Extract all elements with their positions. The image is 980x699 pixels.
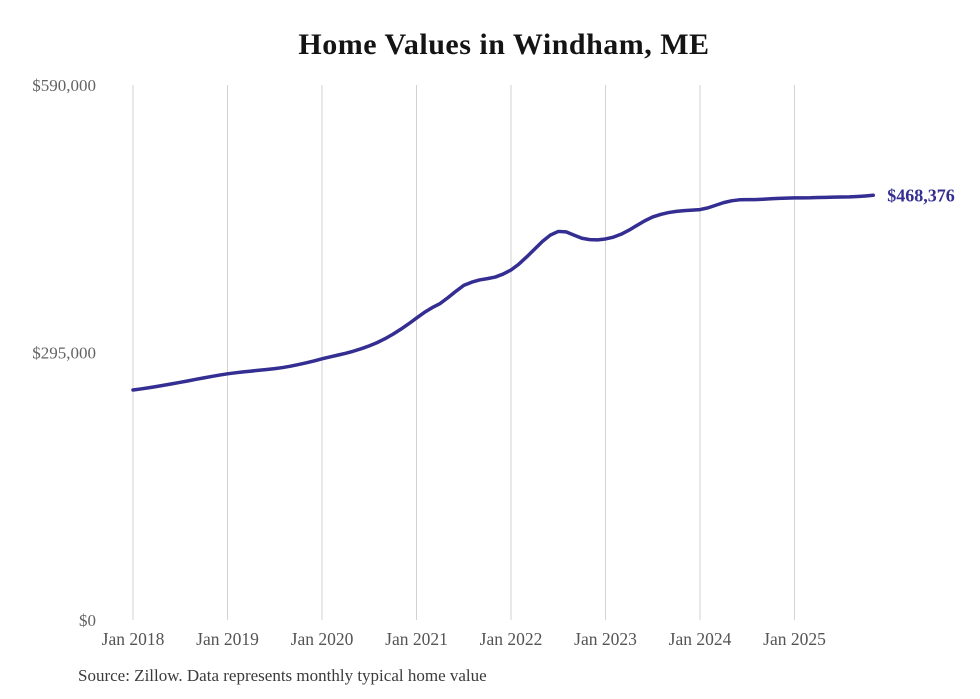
x-axis-tick-label: Jan 2020 — [291, 629, 354, 649]
x-axis-tick-label: Jan 2021 — [385, 629, 448, 649]
y-axis-tick-label: $590,000 — [32, 76, 96, 95]
latest-value-label: $468,376 — [887, 185, 955, 205]
y-axis-tick-label: $0 — [79, 611, 96, 630]
x-axis-tick-label: Jan 2023 — [574, 629, 637, 649]
y-axis-tick-label: $295,000 — [32, 344, 96, 363]
x-axis-tick-label: Jan 2019 — [196, 629, 259, 649]
chart-title: Home Values in Windham, ME — [298, 28, 710, 61]
source-note: Source: Zillow. Data represents monthly … — [78, 666, 487, 685]
x-axis-tick-label: Jan 2022 — [480, 629, 543, 649]
x-axis-tick-label: Jan 2018 — [102, 629, 165, 649]
x-axis-tick-label: Jan 2024 — [669, 629, 732, 649]
x-axis-tick-label: Jan 2025 — [763, 629, 826, 649]
value-line — [131, 193, 875, 392]
